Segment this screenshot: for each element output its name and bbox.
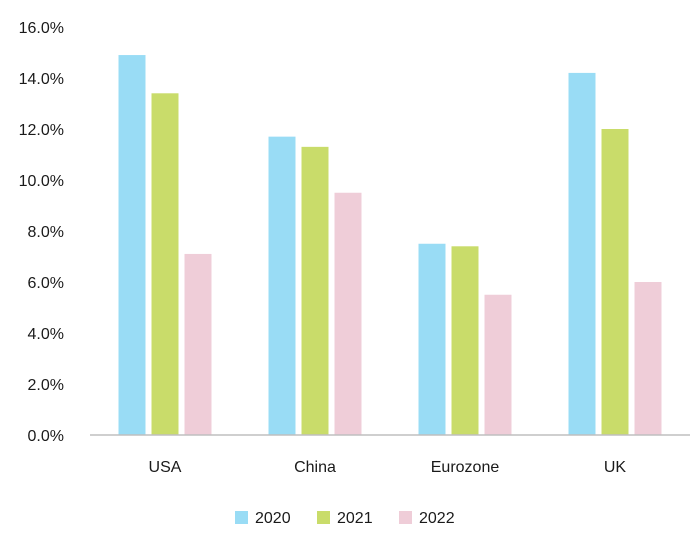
x-axis-labels: USA China Eurozone UK bbox=[149, 459, 627, 476]
legend-label: 2021 bbox=[337, 510, 373, 527]
bar-china-2021 bbox=[301, 146, 329, 435]
x-category-label: Eurozone bbox=[431, 459, 500, 476]
bar-uk-2021 bbox=[601, 129, 629, 435]
y-tick-label: 12.0% bbox=[19, 122, 64, 139]
bar-eurozone-2020 bbox=[418, 243, 446, 435]
x-category-label: UK bbox=[604, 459, 627, 476]
legend-label: 2020 bbox=[255, 510, 291, 527]
y-tick-label: 16.0% bbox=[19, 20, 64, 37]
bar-usa-2022 bbox=[184, 253, 212, 435]
bar-eurozone-2021 bbox=[451, 246, 479, 435]
y-tick-label: 14.0% bbox=[19, 71, 64, 88]
legend-item: 2021 bbox=[317, 510, 373, 527]
bar-china-2020 bbox=[268, 136, 296, 435]
legend-swatch bbox=[399, 511, 412, 524]
y-axis-ticks: 0.0% 2.0% 4.0% 6.0% 8.0% 10.0% 12.0% 14.0% 16.0% bbox=[19, 20, 64, 445]
legend-item: 2020 bbox=[235, 510, 291, 527]
legend-swatch bbox=[317, 511, 330, 524]
bar-uk-2022 bbox=[634, 282, 662, 435]
bar-usa-2020 bbox=[118, 55, 146, 436]
bar-usa-2021 bbox=[151, 93, 179, 436]
y-tick-label: 6.0% bbox=[28, 275, 64, 292]
bar-eurozone-2022 bbox=[484, 294, 512, 435]
bar-uk-2020 bbox=[568, 72, 596, 436]
legend: 2020 2021 2022 bbox=[235, 510, 455, 527]
legend-label: 2022 bbox=[419, 510, 455, 527]
bars bbox=[118, 55, 662, 436]
bar-china-2022 bbox=[334, 192, 362, 435]
y-tick-label: 10.0% bbox=[19, 173, 64, 190]
y-tick-label: 0.0% bbox=[28, 428, 64, 445]
y-tick-label: 8.0% bbox=[28, 224, 64, 241]
y-tick-label: 2.0% bbox=[28, 377, 64, 394]
x-category-label: China bbox=[294, 459, 336, 476]
legend-swatch bbox=[235, 511, 248, 524]
x-category-label: USA bbox=[149, 459, 182, 476]
y-tick-label: 4.0% bbox=[28, 326, 64, 343]
legend-item: 2022 bbox=[399, 510, 455, 527]
